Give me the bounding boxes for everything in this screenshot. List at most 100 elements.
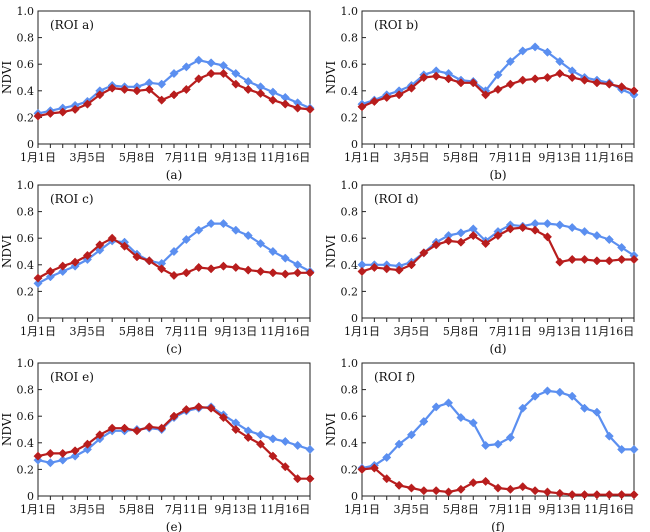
data-point	[567, 223, 577, 233]
data-point	[369, 463, 379, 473]
data-point	[132, 252, 142, 262]
y-tick-label: 0.2	[341, 285, 359, 298]
y-axis-label: NDVI	[0, 61, 14, 95]
data-point	[194, 225, 204, 235]
data-point	[629, 444, 639, 455]
panel-caption: (d)	[489, 342, 506, 356]
data-point	[70, 451, 80, 461]
data-point	[194, 402, 204, 412]
data-point	[280, 269, 290, 279]
data-point	[169, 270, 179, 280]
y-tick-label: 0.2	[17, 463, 35, 476]
data-point	[443, 398, 454, 408]
data-point	[58, 107, 68, 117]
data-point	[169, 411, 179, 421]
data-point	[567, 490, 577, 500]
data-point	[579, 226, 590, 237]
data-point	[518, 75, 528, 85]
y-axis-label: NDVI	[0, 235, 14, 269]
data-point	[555, 220, 565, 230]
data-point	[419, 486, 429, 496]
data-point	[243, 265, 253, 275]
data-point	[394, 265, 404, 275]
x-tick-label: 11月16日	[260, 151, 310, 164]
data-point	[555, 387, 565, 397]
data-point	[604, 234, 614, 245]
x-tick-label: 5月8日	[119, 503, 155, 516]
data-point	[268, 268, 278, 278]
panel-label: (ROI a)	[50, 18, 94, 32]
y-tick-label: 0.2	[17, 111, 35, 124]
panel-label: (ROI f)	[374, 370, 415, 384]
data-point	[119, 84, 130, 95]
data-point	[231, 262, 241, 273]
series-line-0	[361, 389, 634, 470]
data-point	[119, 423, 130, 433]
chart-panel-d: 0 0.2 0.4 0.6 0.8 1.0 1月1日 3月5日 5月8日 7月11日 9月13日 11…	[324, 179, 639, 356]
data-point	[604, 431, 614, 441]
data-point	[406, 483, 417, 493]
y-tick-label: 0.4	[341, 85, 359, 98]
data-point	[369, 96, 379, 106]
y-tick-label: 0.6	[17, 410, 35, 423]
data-point	[542, 47, 553, 57]
data-point	[82, 250, 93, 261]
data-point	[617, 254, 627, 265]
data-point	[604, 79, 614, 89]
data-point	[132, 426, 142, 436]
data-point	[431, 240, 441, 250]
data-point	[505, 484, 515, 494]
panel-label: (ROI c)	[50, 192, 94, 206]
x-tick-label: 11月16日	[584, 325, 634, 338]
data-point	[456, 237, 466, 247]
data-point	[82, 444, 93, 455]
data-point	[604, 490, 614, 500]
data-point	[82, 439, 93, 449]
y-tick-label: 1.0	[17, 5, 35, 18]
data-point	[231, 225, 241, 235]
data-point	[255, 439, 266, 449]
x-tick-label: 3月5日	[393, 151, 429, 164]
data-point	[70, 257, 80, 267]
data-point	[443, 487, 454, 497]
y-tick-label: 1.0	[17, 179, 35, 192]
data-point	[45, 108, 55, 118]
x-tick-label: 3月5日	[69, 325, 105, 338]
data-point	[369, 262, 379, 273]
data-point	[144, 256, 154, 266]
data-point	[268, 451, 278, 461]
data-point	[555, 56, 565, 67]
data-point	[542, 72, 553, 83]
data-point	[456, 78, 466, 88]
data-point	[194, 74, 204, 84]
x-tick-label: 1月1日	[344, 325, 380, 338]
data-point	[567, 72, 577, 83]
data-point	[456, 412, 466, 423]
data-point	[443, 236, 454, 246]
data-point	[555, 488, 565, 498]
x-tick-label: 1月1日	[20, 151, 56, 164]
data-point	[419, 416, 429, 427]
data-point	[45, 272, 55, 282]
data-point	[481, 476, 491, 486]
panel-caption: (c)	[166, 342, 182, 356]
data-point	[505, 432, 515, 443]
data-point	[456, 228, 466, 238]
data-point	[119, 241, 130, 251]
y-tick-label: 0.8	[17, 32, 35, 45]
data-point	[181, 62, 191, 72]
data-point	[493, 483, 503, 493]
data-point	[255, 238, 266, 249]
data-point	[169, 246, 179, 257]
data-point	[218, 219, 229, 229]
x-tick-label: 3月5日	[69, 503, 105, 516]
y-tick-label: 0.8	[341, 206, 359, 219]
data-point	[493, 84, 503, 95]
data-point	[530, 225, 540, 235]
y-tick-label: 0.6	[341, 232, 359, 245]
data-point	[555, 257, 565, 267]
x-tick-label: 3月5日	[69, 151, 105, 164]
data-point	[45, 458, 55, 468]
y-tick-label: 0.8	[341, 384, 359, 397]
data-point	[394, 480, 404, 490]
